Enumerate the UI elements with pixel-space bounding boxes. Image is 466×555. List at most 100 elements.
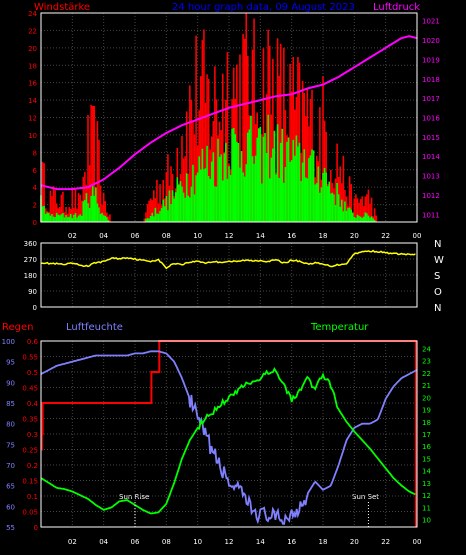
bottom-x-tick-3: 08 [162,538,171,546]
pressure-y-tick-2: 1013 [422,173,440,181]
compass-s: S [434,271,440,282]
humidity-y-tick-5: 80 [6,421,15,429]
temperature-y-tick-7: 17 [422,431,431,439]
temperature-y-tick-8: 18 [422,419,431,427]
wind-y-tick-12: 24 [28,10,37,18]
humidity-y-tick-0: 55 [6,524,15,532]
wind-x-tick-5: 12 [225,232,234,240]
pressure-y-tick-9: 1020 [422,37,440,45]
temperatur-label: Temperatur [310,322,369,333]
rain-y-tick-9: 0.45 [22,385,38,393]
bottom-x-tick-8: 18 [319,538,328,546]
temperature-y-tick-13: 23 [422,358,431,366]
dir-y-tick-3: 270 [24,256,37,264]
bottom-x-tick-4: 10 [193,538,202,546]
compass-o: O [434,287,442,298]
wind-x-tick-8: 18 [319,232,328,240]
rain-y-tick-2: 0.1 [27,493,38,501]
temperature-y-tick-1: 11 [422,504,431,512]
humidity-y-tick-9: 100 [2,338,15,346]
wind-y-tick-5: 10 [28,132,37,140]
wind-x-tick-1: 04 [99,232,108,240]
pressure-y-tick-3: 1014 [422,153,440,161]
wind-y-tick-2: 4 [33,184,38,192]
wind-direction-line [40,249,416,270]
wind-y-tick-4: 8 [33,149,37,157]
wind-x-tick-11: 00 [413,232,422,240]
humidity-y-tick-2: 65 [6,483,15,491]
wind-y-tick-1: 2 [33,202,37,210]
rain-y-tick-1: 0.05 [22,509,38,517]
bottom-x-tick-1: 04 [99,538,108,546]
compass-n-top: N [434,239,441,250]
wind-y-tick-11: 22 [28,27,37,35]
regen-label: Regen [2,322,34,333]
rain-y-tick-5: 0.25 [22,447,38,455]
humidity-line [40,350,418,525]
wind-y-tick-10: 20 [28,45,37,53]
data-layer [40,13,418,527]
humidity-y-tick-4: 75 [6,441,15,449]
pressure-line [40,35,418,191]
dir-plot-frame [40,242,418,308]
wind-y-tick-7: 14 [28,97,37,105]
ticks-layer: 02 04 06 08 10 12 14 16 18 20 22 000246810121416182… [2,10,441,546]
dir-y-tick-1: 90 [28,288,37,296]
rain-y-tick-4: 0.2 [27,462,38,470]
dir-y-tick-4: 360 [24,240,37,248]
bottom-x-tick-9: 20 [350,538,359,546]
rain-y-tick-7: 0.35 [22,416,38,424]
dir-y-tick-2: 180 [24,272,37,280]
temperature-y-tick-4: 14 [422,468,431,476]
humidity-y-tick-7: 90 [6,379,15,387]
luftfeuchte-label: Luftfeuchte [66,322,123,333]
bottom-x-tick-7: 16 [287,538,296,546]
humidity-y-tick-8: 95 [6,359,15,367]
rain-y-tick-0: 0 [34,524,38,532]
temperature-y-tick-3: 13 [422,480,431,488]
temperature-line [40,367,416,515]
wind-x-tick-0: 02 [68,232,77,240]
sun-set-label: Sun Set [352,493,379,501]
wind-y-tick-0: 0 [33,219,37,227]
pressure-y-tick-5: 1016 [422,115,440,123]
pressure-y-tick-7: 1018 [422,76,440,84]
rain-y-tick-11: 0.55 [22,354,38,362]
rain-y-tick-6: 0.3 [27,431,38,439]
wind-x-tick-6: 14 [256,232,265,240]
bottom-x-tick-6: 14 [256,538,265,546]
compass-w: W [434,255,444,266]
luftdruck-label: Luftdruck [373,2,420,13]
humidity-y-tick-6: 85 [6,400,15,408]
graph-title: 24 hour graph data, 09 August 2023 [172,2,355,13]
rain-y-tick-8: 0.4 [27,400,39,408]
compass-n-bottom: N [434,303,441,314]
bottom-x-tick-11: 00 [413,538,422,546]
sun-rise-label: Sun Rise [119,493,149,501]
pressure-y-tick-10: 1021 [422,18,440,26]
bottom-x-tick-5: 12 [225,538,234,546]
wind-y-tick-8: 16 [28,80,37,88]
bottom-x-tick-0: 02 [68,538,77,546]
temperature-y-tick-10: 20 [422,394,431,402]
bottom-x-tick-2: 06 [131,538,140,546]
bottom-plot-frame [40,340,418,528]
wind-x-tick-2: 06 [131,232,140,240]
wind-x-tick-7: 16 [287,232,296,240]
pressure-y-tick-8: 1019 [422,56,440,64]
rain-y-tick-12: 0.6 [27,338,39,346]
pressure-y-tick-1: 1012 [422,192,440,200]
temperature-y-tick-5: 15 [422,455,431,463]
wind-y-tick-9: 18 [28,62,37,70]
rain-y-tick-3: 0.15 [22,478,38,486]
temperature-y-tick-6: 16 [422,443,431,451]
pressure-y-tick-6: 1017 [422,95,440,103]
wind-x-tick-10: 22 [381,232,390,240]
humidity-y-tick-1: 60 [6,503,15,511]
dir-y-tick-0: 0 [33,304,37,312]
wind-plot-frame [40,12,418,223]
wind-y-tick-6: 12 [28,115,37,123]
pressure-y-tick-4: 1015 [422,134,440,142]
